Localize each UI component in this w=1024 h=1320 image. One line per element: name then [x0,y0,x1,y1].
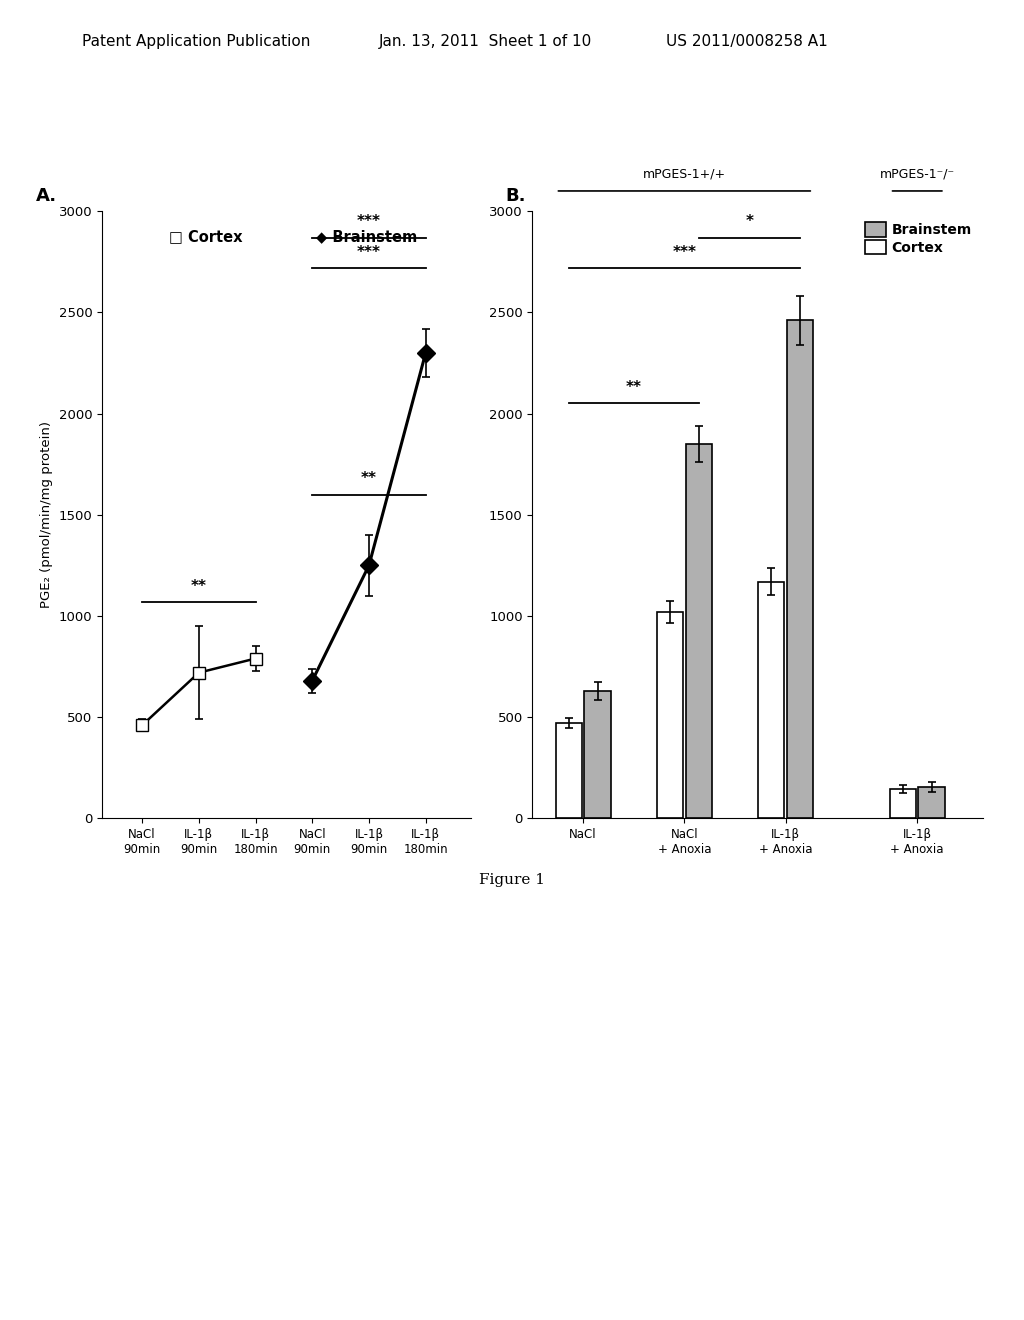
Text: US 2011/0008258 A1: US 2011/0008258 A1 [666,34,827,49]
Bar [758,582,784,818]
Text: Figure 1: Figure 1 [479,874,545,887]
Text: *: * [745,214,754,230]
Text: mPGES-1+/+: mPGES-1+/+ [643,168,726,181]
Text: Jan. 13, 2011  Sheet 1 of 10: Jan. 13, 2011 Sheet 1 of 10 [379,34,592,49]
Text: mPGES-1⁻/⁻: mPGES-1⁻/⁻ [880,168,954,181]
Text: ◆ Brainstem: ◆ Brainstem [316,230,418,244]
Legend: Brainstem, Cortex: Brainstem, Cortex [861,218,976,259]
Text: ***: *** [673,244,696,260]
Bar [555,723,582,818]
Text: **: ** [190,578,207,594]
Bar [656,612,683,818]
Bar [585,690,610,818]
Text: ***: *** [357,214,381,230]
Text: □ Cortex: □ Cortex [169,230,243,244]
Bar [890,789,915,818]
Text: Patent Application Publication: Patent Application Publication [82,34,310,49]
Text: **: ** [626,380,642,396]
Y-axis label: PGE₂ (pmol/min/mg protein): PGE₂ (pmol/min/mg protein) [40,421,53,609]
Text: **: ** [360,471,377,487]
Text: B.: B. [506,187,526,205]
Text: ***: *** [357,244,381,260]
Text: A.: A. [36,187,57,205]
Bar [686,444,712,818]
Bar [786,321,813,818]
Bar [919,787,945,818]
